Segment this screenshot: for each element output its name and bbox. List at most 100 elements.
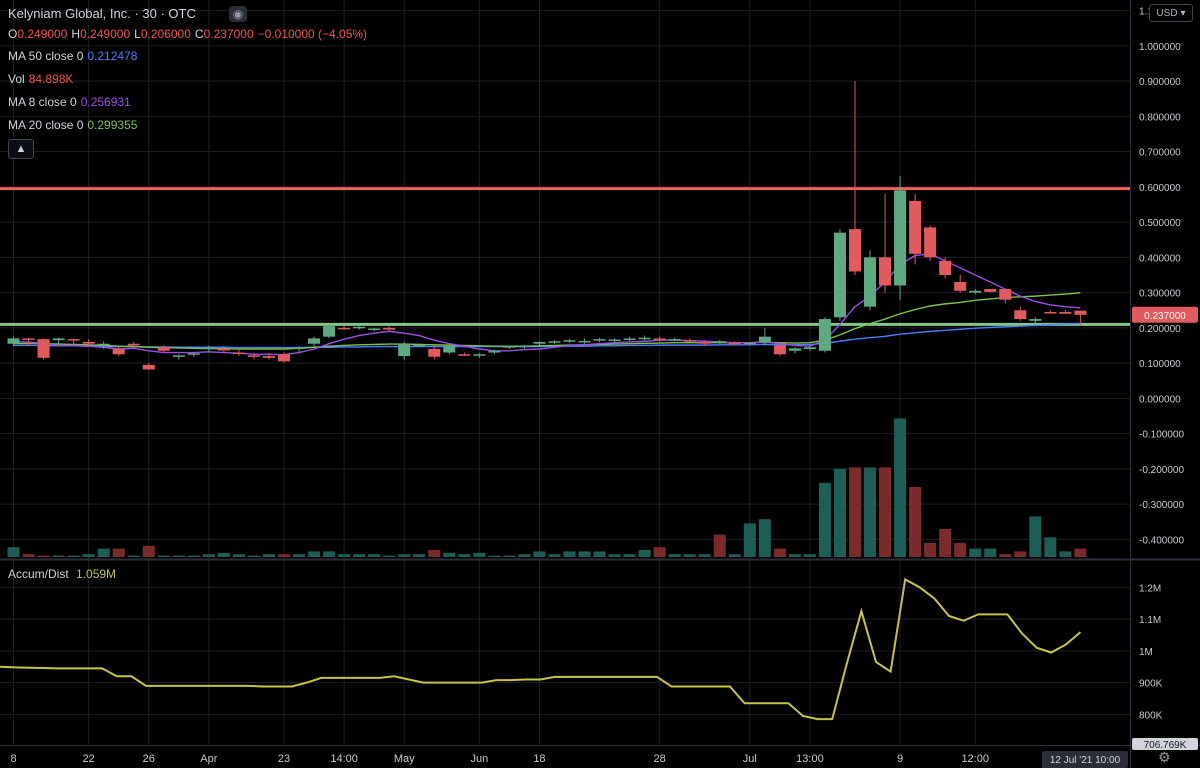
candle-body [1029, 319, 1042, 321]
candle-body [247, 355, 260, 357]
candle-body [52, 338, 65, 341]
volume-bar [563, 551, 576, 557]
candle [97, 341, 110, 350]
chevron-up-icon[interactable]: ▲ [8, 139, 34, 159]
candle [503, 345, 516, 350]
ma50-line [13, 322, 1081, 349]
candle [803, 345, 816, 351]
ma8-legend[interactable]: MA 8 close 0 0.256931 [8, 95, 135, 109]
candle-body [97, 343, 110, 346]
price-tick-label: -0.400000 [1139, 535, 1184, 546]
candle-body [398, 343, 411, 357]
candle-body [383, 327, 396, 330]
candle-body [428, 349, 441, 357]
high-label: H [71, 27, 81, 41]
candle-body [308, 338, 321, 344]
candle [638, 335, 651, 341]
volume-bar [443, 552, 456, 557]
vol-legend[interactable]: Vol 84.898K [8, 72, 77, 86]
ad-tick-label: 900K [1139, 679, 1163, 690]
candle [82, 339, 95, 346]
time-tick-label: 23 [278, 753, 290, 765]
time-tick-label: 12:00 [961, 753, 989, 765]
candle [473, 353, 486, 358]
price-tick-label: 0.900000 [1139, 77, 1181, 88]
vol-value: 84.898K [28, 72, 74, 86]
volume-bar [894, 418, 907, 557]
volume-bar [262, 554, 275, 557]
time-tick-label: Jul [743, 753, 757, 765]
candle [67, 338, 80, 346]
candle-body [488, 350, 501, 353]
time-tick-label: 26 [143, 753, 155, 765]
price-tick-label: 0.000000 [1139, 394, 1181, 405]
volume-bar [22, 554, 35, 557]
candle-body [443, 346, 456, 353]
accum-dist-line [0, 577, 1082, 721]
volume-bar [1029, 516, 1042, 557]
candle [277, 352, 291, 364]
volume-bar [368, 554, 381, 557]
candle [112, 347, 125, 357]
gear-icon[interactable]: ⚙ [1158, 749, 1171, 765]
candle [338, 326, 351, 330]
candle-body [999, 289, 1012, 300]
volume-bar [202, 554, 215, 557]
ad-tick-label: 800K [1139, 710, 1163, 721]
volume-bar [503, 555, 516, 557]
volume-bar [879, 467, 892, 557]
ma20-label: MA 20 close 0 [8, 118, 84, 132]
candle [668, 337, 681, 342]
candle-body [833, 232, 846, 318]
ma20-value: 0.299355 [87, 118, 138, 132]
ma50-label: MA 50 close 0 [8, 49, 84, 63]
volume-bar [954, 543, 967, 557]
candle [157, 345, 170, 353]
ad-tick-label: 1.2M [1139, 583, 1161, 594]
candle [37, 338, 50, 360]
volume-bar [1059, 551, 1072, 557]
volume-bar [999, 554, 1012, 557]
candle [443, 345, 456, 355]
candle-body [533, 341, 546, 344]
axes: 1.1000001.0000000.9000000.8000000.700000… [10, 7, 1198, 768]
currency-selector[interactable]: USD ▾ [1149, 4, 1193, 22]
candle-body [217, 349, 230, 351]
candle [683, 338, 696, 342]
accum-dist-label: Accum/Dist [8, 567, 69, 581]
candle [864, 250, 877, 311]
candle [563, 339, 576, 343]
ma50-legend[interactable]: MA 50 close 0 0.212478 [8, 49, 141, 63]
volume-bar [308, 551, 321, 557]
volume-bar [458, 554, 471, 557]
volume-bar [1014, 551, 1027, 557]
candle [728, 341, 741, 346]
ma20-legend[interactable]: MA 20 close 0 0.299355 [8, 118, 141, 132]
candle [293, 346, 306, 353]
candle-body [578, 340, 591, 343]
candle [533, 341, 546, 346]
candle [247, 352, 260, 360]
time-tick-label: Jun [470, 753, 488, 765]
candle [743, 341, 756, 346]
candle-body [969, 290, 982, 293]
candle [217, 346, 230, 352]
candle-body [939, 260, 952, 275]
candle [758, 327, 771, 346]
candle [954, 274, 967, 293]
volume-bar [788, 554, 801, 557]
candle [22, 337, 35, 346]
candle [879, 193, 892, 293]
volume-bar [984, 548, 997, 557]
volume-bar [548, 554, 561, 557]
ohlc-legend: O0.249000 H0.249000 L0.206000 C0.237000 −0.0… [8, 27, 371, 41]
eye-icon[interactable]: ◉ [229, 6, 247, 22]
candle-body [909, 200, 922, 254]
price-tick-label: 0.100000 [1139, 359, 1181, 370]
accum-dist-legend[interactable]: Accum/Dist 1.059M [8, 567, 116, 581]
volume-bar [37, 555, 50, 557]
candle-body [1059, 311, 1072, 314]
candle-body [879, 257, 892, 286]
change-value: −0.010000 (−4.05%) [257, 27, 368, 41]
